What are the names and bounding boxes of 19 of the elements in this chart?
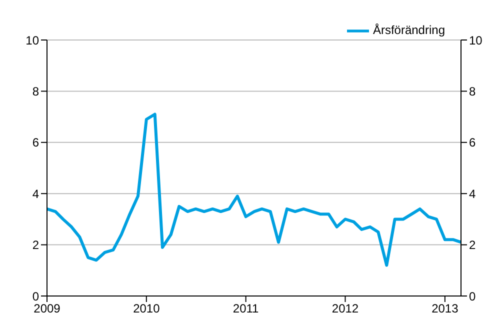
x-tick-label: 2012 <box>332 302 359 316</box>
y2-tick-label: 4 <box>469 186 476 201</box>
y2-tick-label: 2 <box>469 238 476 252</box>
x-tick-label: 2011 <box>232 302 260 316</box>
y2-tick-label: 6 <box>469 136 476 150</box>
y2-tick-label: 8 <box>469 84 476 98</box>
x-tick-label: 2009 <box>34 302 61 316</box>
y-tick-label: 0 <box>32 289 40 304</box>
legend-label: Årsförändring <box>372 23 445 38</box>
x-tick-label: 2013 <box>432 302 459 316</box>
y2-tick-label: 10 <box>469 33 483 48</box>
y-tick-label: 4 <box>32 186 40 201</box>
y2-tick-label: 0 <box>469 289 476 304</box>
x-tick-label: 2010 <box>133 302 160 316</box>
y-tick-label: 2 <box>32 238 40 252</box>
line-series <box>47 112 461 267</box>
y-tick-label: 8 <box>32 84 40 98</box>
y-tick-label: 6 <box>32 136 40 150</box>
y-tick-label: 10 <box>26 33 40 48</box>
